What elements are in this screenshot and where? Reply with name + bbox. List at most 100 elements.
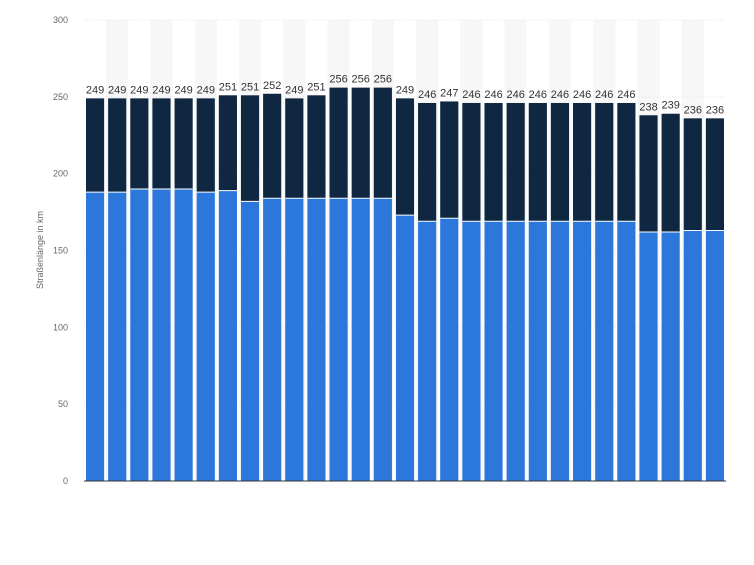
data-label: 239: [661, 100, 679, 112]
bar-segment-lower: [108, 192, 127, 481]
bar-segment-upper: [263, 93, 282, 199]
bar-segment-upper: [573, 102, 592, 222]
y-tick-label: 50: [58, 399, 68, 409]
data-label: 249: [152, 84, 170, 96]
bar-segment-upper: [218, 95, 237, 191]
bar-segment-lower: [152, 189, 171, 482]
bar-segment-upper: [240, 95, 260, 202]
data-label: 256: [374, 74, 392, 86]
bar-segment-lower: [174, 189, 193, 482]
bar-segment-upper: [307, 95, 326, 199]
bar-segment-lower: [196, 192, 215, 481]
data-label: 247: [440, 87, 458, 99]
bar-segment-lower: [240, 201, 260, 481]
bar-segment-upper: [373, 87, 392, 199]
data-label: 249: [396, 84, 414, 96]
bar-segment-upper: [661, 113, 680, 233]
bar-segment-upper: [705, 118, 725, 231]
bar-segment-lower: [263, 198, 282, 481]
y-tick-label: 200: [53, 169, 68, 179]
y-axis-title: Straßenlänge in km: [35, 211, 45, 289]
data-label: 256: [352, 74, 370, 86]
y-tick-label: 100: [53, 322, 68, 332]
bar-segment-lower: [573, 221, 592, 481]
data-label: 249: [108, 84, 126, 96]
y-tick-label: 300: [53, 15, 68, 25]
data-label: 246: [462, 89, 480, 101]
data-label: 256: [329, 74, 347, 86]
bar-segment-upper: [528, 102, 547, 222]
data-label: 251: [219, 81, 237, 93]
bar-segment-lower: [683, 230, 702, 481]
data-label: 246: [551, 89, 569, 101]
data-label: 246: [595, 89, 613, 101]
bar-segment-lower: [462, 221, 481, 481]
bar-segment-lower: [307, 198, 326, 481]
data-label: 249: [174, 84, 192, 96]
bar-segment-lower: [506, 221, 525, 481]
bar-segment-lower: [218, 190, 237, 481]
data-label: 236: [684, 104, 702, 116]
bar-segment-lower: [705, 230, 725, 481]
bar-segment-lower: [440, 218, 459, 482]
bar-segment-upper: [329, 87, 348, 199]
bar-segment-lower: [639, 232, 658, 481]
bar-segment-lower: [351, 198, 370, 481]
bar-segment-upper: [351, 87, 370, 199]
bar-segment-lower: [85, 192, 105, 481]
bar-segment-upper: [418, 102, 437, 222]
bar-segment-upper: [130, 98, 149, 190]
bar-segment-upper: [152, 98, 171, 190]
data-label: 249: [130, 84, 148, 96]
bar-segment-lower: [329, 198, 348, 481]
y-tick-label: 0: [63, 476, 68, 486]
data-label: 251: [307, 81, 325, 93]
data-label: 246: [507, 89, 525, 101]
data-label: 249: [86, 84, 104, 96]
bar-segment-upper: [85, 98, 105, 193]
bar-segment-lower: [484, 221, 503, 481]
data-label: 249: [197, 84, 215, 96]
data-label: 249: [285, 84, 303, 96]
bar-segment-upper: [617, 102, 636, 222]
bar-segment-upper: [285, 98, 304, 199]
data-label: 246: [418, 89, 436, 101]
bars: [85, 87, 725, 482]
bar-segment-lower: [528, 221, 547, 481]
bar-segment-lower: [617, 221, 636, 481]
bar-segment-upper: [683, 118, 702, 231]
bar-segment-lower: [130, 189, 149, 482]
bar-segment-lower: [661, 232, 680, 481]
data-label: 238: [639, 101, 657, 113]
bar-segment-lower: [373, 198, 392, 481]
bar-segment-upper: [196, 98, 215, 193]
bar-segment-upper: [484, 102, 503, 222]
bar-segment-lower: [418, 221, 437, 481]
bar-segment-upper: [108, 98, 127, 193]
data-labels: 249 249 249 249 249 249 251 251 252 249 251 256 256 2…: [86, 74, 724, 117]
bar-segment-upper: [462, 102, 481, 222]
bar-segment-upper: [174, 98, 193, 190]
bar-segment-lower: [550, 221, 570, 481]
y-tick-label: 250: [53, 92, 68, 102]
bar-segment-upper: [595, 102, 614, 222]
data-label: 246: [529, 89, 547, 101]
bar-segment-lower: [285, 198, 304, 481]
bar-segment-upper: [506, 102, 525, 222]
data-label: 236: [706, 104, 724, 116]
bar-segment-upper: [639, 115, 658, 233]
bar-segment-upper: [550, 102, 570, 222]
bar-segment-lower: [595, 221, 614, 481]
bar-segment-upper: [440, 101, 459, 219]
data-label: 246: [484, 89, 502, 101]
data-label: 252: [263, 80, 281, 92]
data-label: 251: [241, 81, 259, 93]
y-axis-ticks: 0 50 100 150 200 250 300: [53, 15, 68, 486]
y-tick-label: 150: [53, 246, 68, 256]
bar-segment-upper: [395, 98, 415, 216]
data-label: 246: [617, 89, 635, 101]
bar-segment-lower: [395, 215, 415, 481]
data-label: 246: [573, 89, 591, 101]
